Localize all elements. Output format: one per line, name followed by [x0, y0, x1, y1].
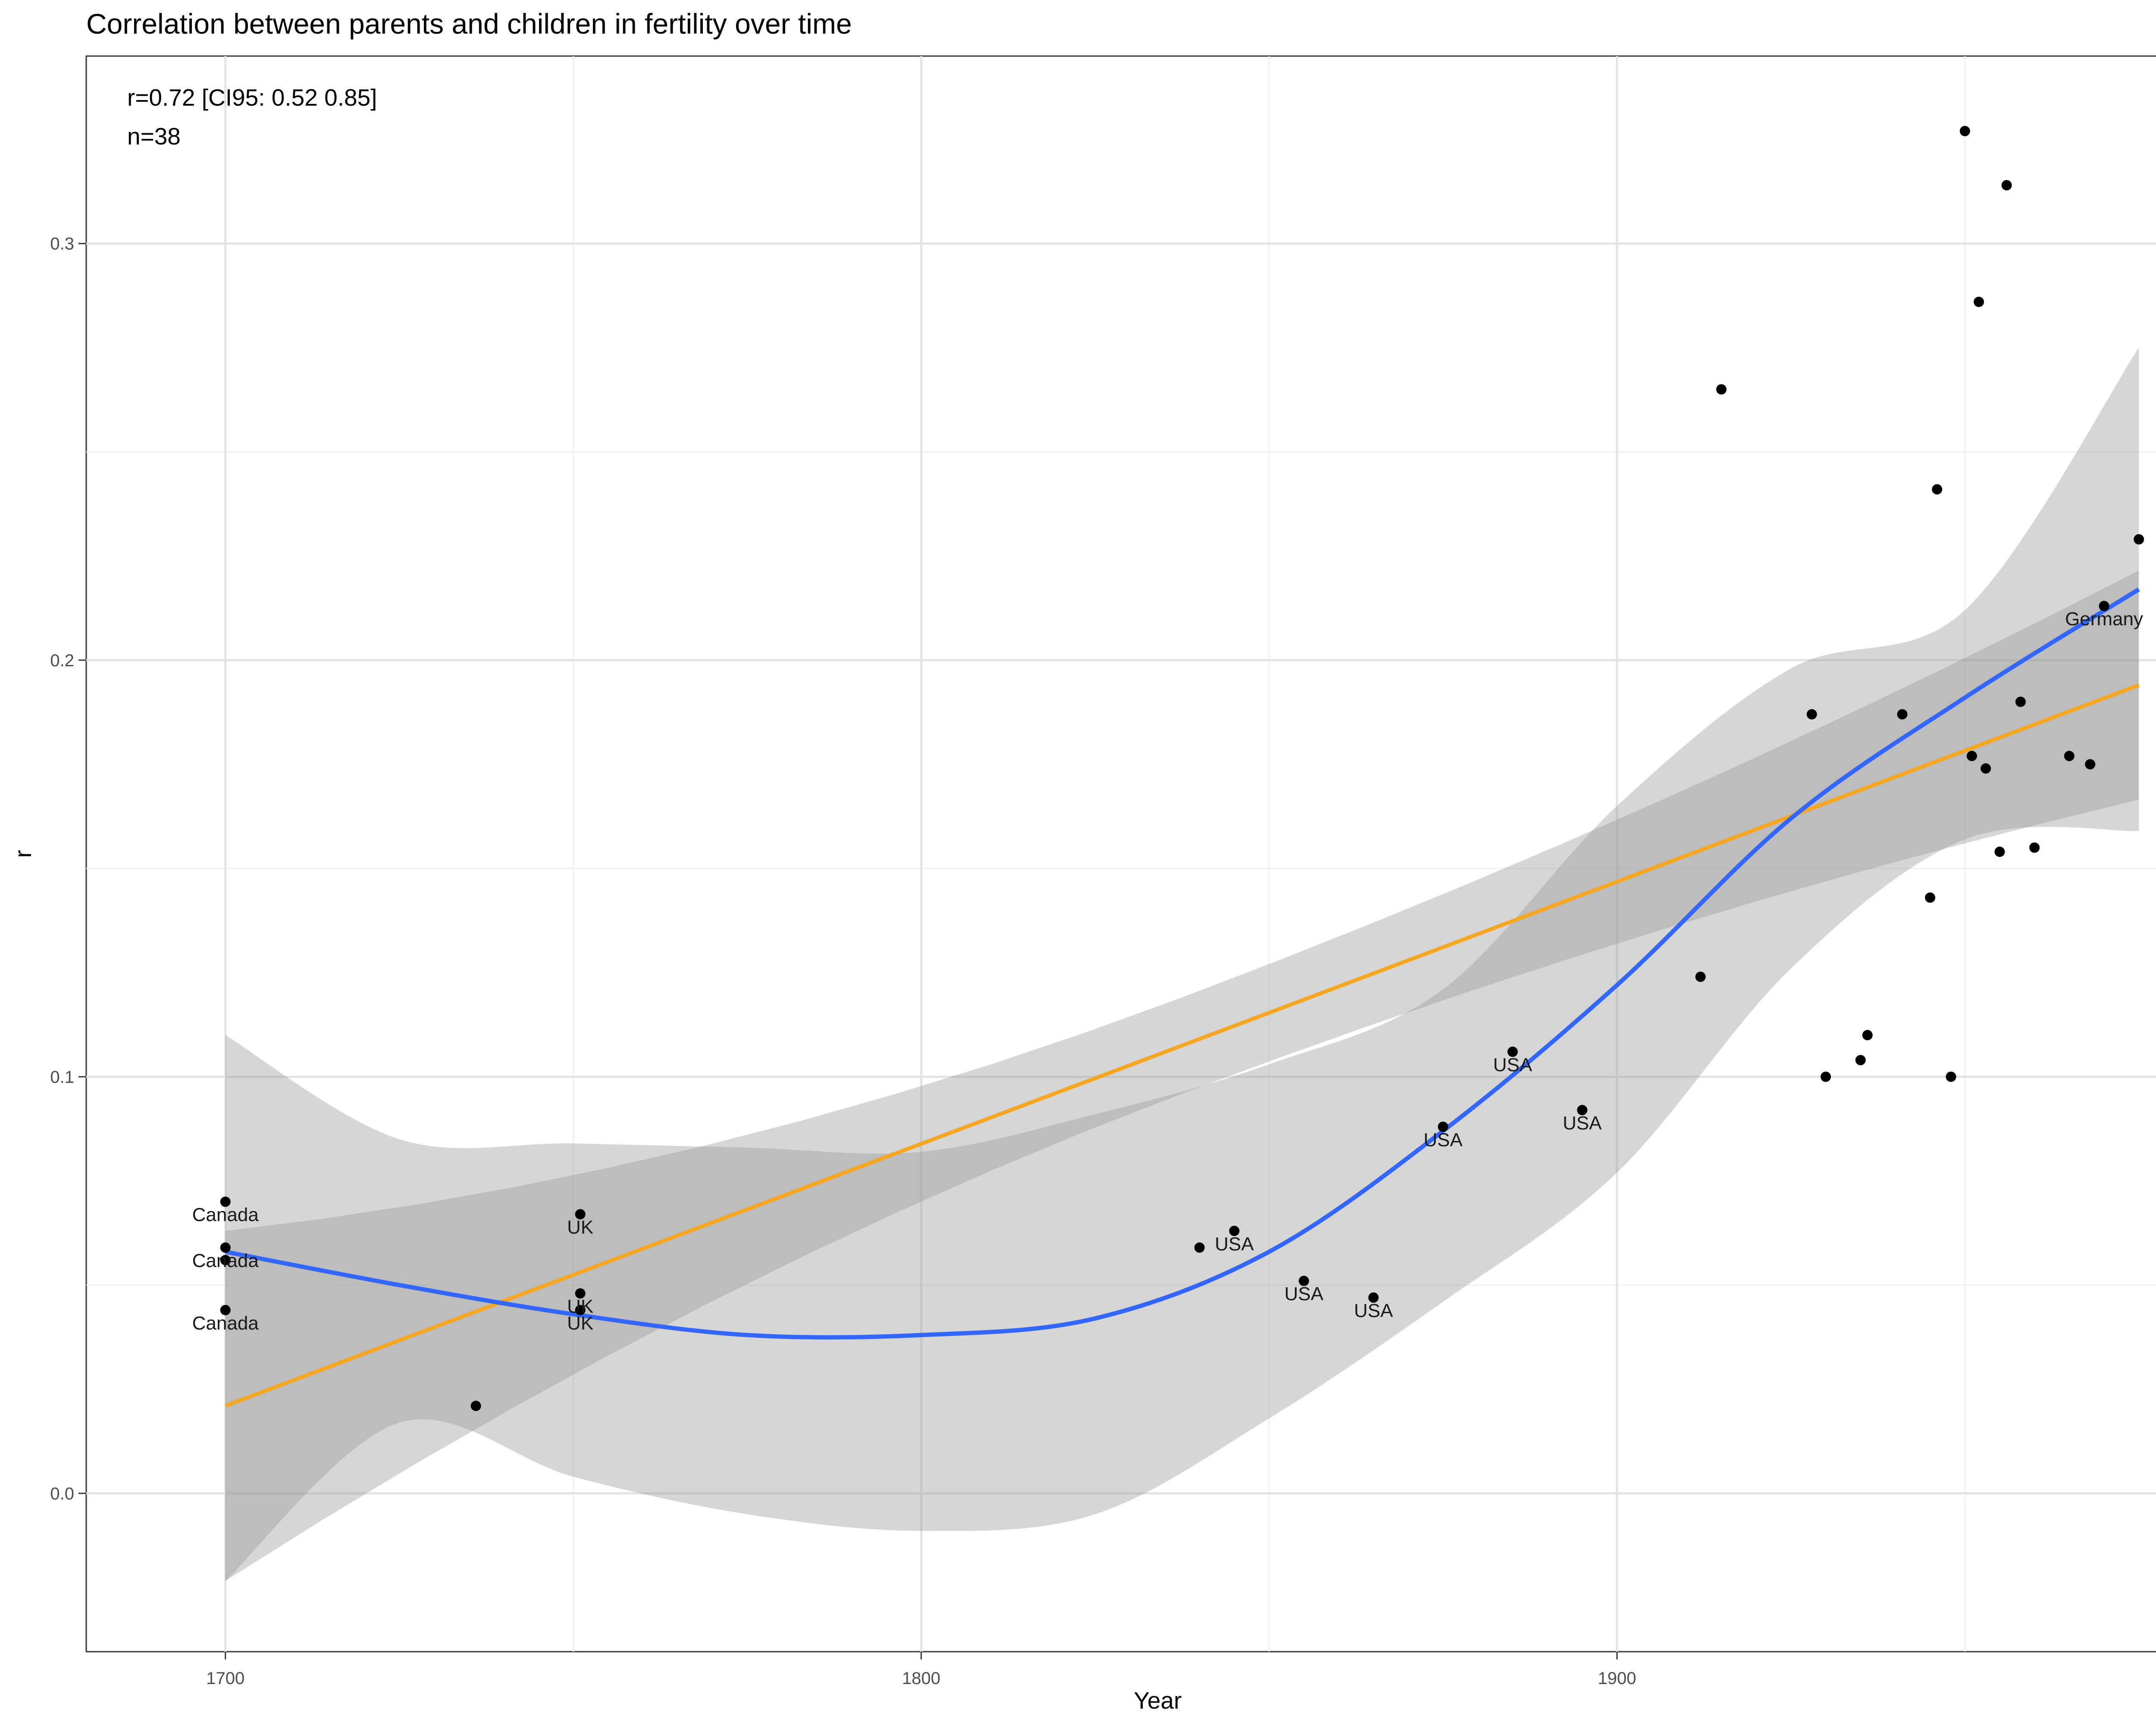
x-tick-label: 1900 — [1598, 1669, 1636, 1688]
data-point — [1925, 892, 1936, 903]
data-point — [1946, 1071, 1956, 1082]
data-point — [1897, 709, 1908, 720]
y-axis-title: r — [9, 850, 36, 858]
point-label: UK — [567, 1296, 593, 1317]
data-point — [1298, 1276, 1309, 1286]
plot-panel — [85, 55, 2156, 1653]
data-point — [1862, 1030, 1873, 1041]
point-label: Germany — [2065, 608, 2143, 630]
y-tick-label: 0.3 — [50, 235, 74, 254]
point-label: UK — [567, 1217, 593, 1238]
smooth-fit-line — [225, 587, 2140, 1340]
point-label: Canada — [192, 1313, 259, 1334]
y-tick-label: 0.1 — [50, 1068, 74, 1087]
point-label: USA — [1493, 1054, 1532, 1076]
data-point — [2015, 696, 2026, 707]
data-point — [575, 1305, 586, 1315]
point-label: UK — [567, 1313, 593, 1334]
smooth-fit-ci-ribbon — [225, 348, 2139, 1581]
axis-ticks: 1700 1800 1900 0.0 0.1 0.2 0.3 — [50, 235, 1636, 1688]
data-point — [1959, 125, 1970, 136]
stat-n-annotation: n=38 — [127, 123, 181, 150]
data-point — [1981, 763, 1991, 774]
data-point — [2064, 750, 2075, 761]
x-tick-label: 1700 — [206, 1669, 244, 1688]
fit-lines — [225, 587, 2140, 1408]
data-points — [220, 125, 2144, 1411]
confidence-ribbons — [225, 348, 2139, 1581]
point-label: USA — [1423, 1129, 1463, 1151]
data-point — [1577, 1105, 1588, 1116]
data-point — [220, 1255, 231, 1265]
linear-fit-ci-ribbon — [225, 571, 2139, 1581]
grid — [86, 56, 2156, 1652]
x-tick-label: 1800 — [902, 1669, 940, 1688]
data-point — [1974, 296, 1984, 307]
data-point — [1855, 1055, 1866, 1066]
point-label: Canada — [192, 1204, 259, 1226]
stat-r-annotation: r=0.72 [CI95: 0.52 0.85] — [127, 84, 377, 111]
data-point — [2085, 759, 2096, 770]
data-point — [1368, 1292, 1379, 1303]
point-label: Canada — [192, 1250, 259, 1271]
data-point — [1194, 1242, 1205, 1253]
data-point — [220, 1305, 231, 1315]
data-point — [1821, 1071, 1831, 1082]
data-point — [220, 1242, 231, 1253]
data-point — [470, 1401, 481, 1411]
data-point — [1806, 709, 1817, 720]
data-point — [575, 1209, 586, 1220]
data-point — [1716, 384, 1727, 395]
data-point — [2134, 534, 2144, 545]
data-point — [575, 1288, 586, 1299]
chart-title: Correlation between parents and children… — [86, 8, 852, 40]
point-label: USA — [1354, 1300, 1393, 1321]
point-label: USA — [1563, 1113, 1602, 1134]
data-point — [220, 1196, 231, 1207]
point-label: USA — [1215, 1233, 1254, 1255]
point-label: USA — [1285, 1283, 1324, 1305]
x-axis-title: Year — [1134, 1687, 1181, 1714]
data-point — [1229, 1226, 1240, 1236]
data-point — [1966, 750, 1977, 761]
data-point — [2001, 180, 2012, 191]
y-tick-label: 0.0 — [50, 1484, 74, 1503]
data-point — [1994, 847, 2005, 857]
data-point — [1695, 971, 1706, 982]
data-point — [2099, 601, 2109, 612]
data-point — [1438, 1121, 1448, 1132]
data-point — [1932, 484, 1943, 495]
data-point — [2029, 842, 2040, 853]
linear-fit-line — [225, 683, 2140, 1408]
y-tick-label: 0.2 — [50, 651, 74, 670]
data-point — [1507, 1046, 1518, 1057]
point-labels: CanadaCanadaCanadaUKUKUKUSAUSAUSAUSAUSAU… — [192, 608, 2143, 1334]
